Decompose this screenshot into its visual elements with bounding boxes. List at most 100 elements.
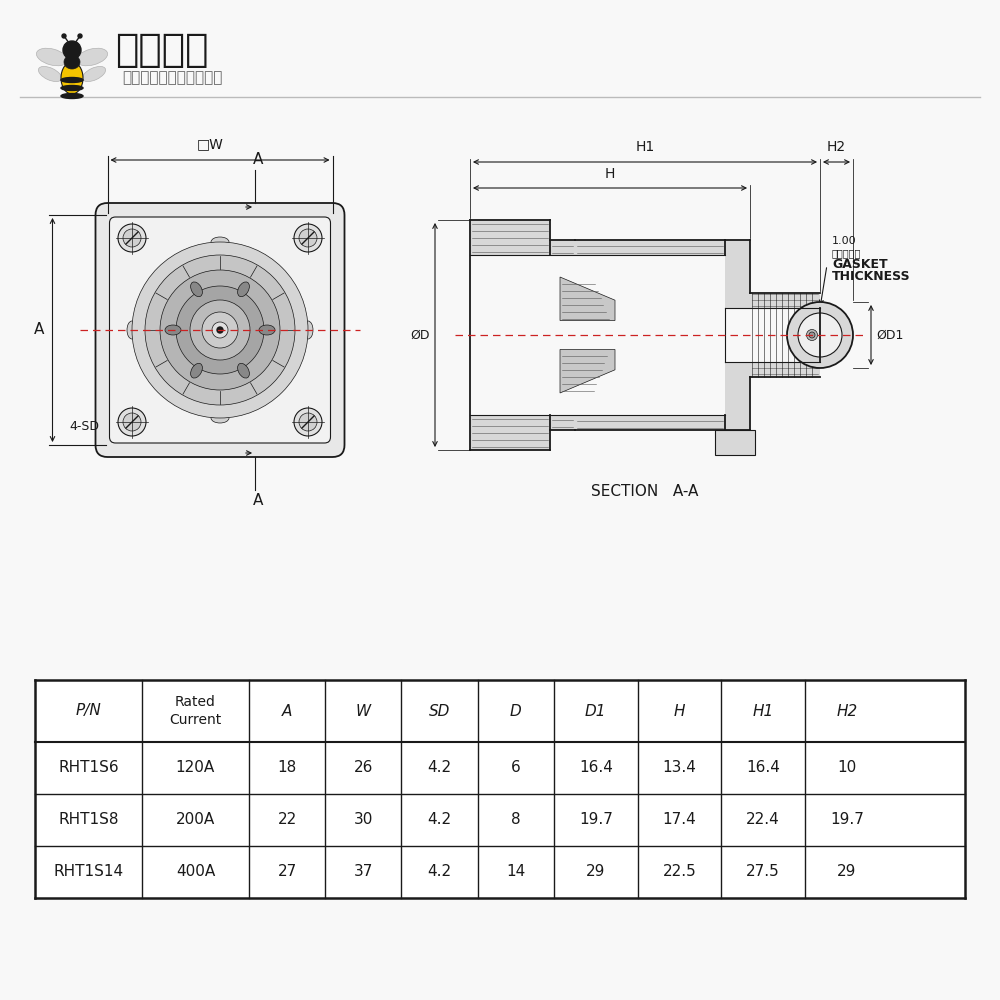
Circle shape xyxy=(798,313,842,357)
Text: 16.4: 16.4 xyxy=(579,760,613,776)
Text: 原厂直采电子连接器商城: 原厂直采电子连接器商城 xyxy=(122,70,222,86)
Ellipse shape xyxy=(211,413,229,423)
Text: 4.2: 4.2 xyxy=(427,864,452,880)
Ellipse shape xyxy=(303,321,313,339)
Text: P/N: P/N xyxy=(76,704,101,718)
Ellipse shape xyxy=(61,86,83,91)
Circle shape xyxy=(176,286,264,374)
Ellipse shape xyxy=(165,325,181,335)
Text: 19.7: 19.7 xyxy=(579,812,613,828)
Text: 26: 26 xyxy=(354,760,373,776)
Text: 27: 27 xyxy=(277,864,297,880)
Text: H: H xyxy=(674,704,685,718)
Circle shape xyxy=(212,322,228,338)
Polygon shape xyxy=(550,240,725,255)
Text: 14: 14 xyxy=(506,864,525,880)
Circle shape xyxy=(145,255,295,405)
Text: 13.4: 13.4 xyxy=(663,760,696,776)
FancyBboxPatch shape xyxy=(96,203,344,457)
Circle shape xyxy=(118,408,146,436)
Text: 400A: 400A xyxy=(176,864,215,880)
Polygon shape xyxy=(470,220,550,255)
Polygon shape xyxy=(560,350,615,393)
Polygon shape xyxy=(550,415,725,430)
Text: 17.4: 17.4 xyxy=(663,812,696,828)
Text: SECTION   A-A: SECTION A-A xyxy=(591,485,699,499)
Text: THICKNESS: THICKNESS xyxy=(832,270,911,284)
Text: 8: 8 xyxy=(511,812,521,828)
Circle shape xyxy=(217,327,223,333)
Text: ØD: ØD xyxy=(411,328,430,342)
Circle shape xyxy=(294,224,322,252)
Text: RHT1S8: RHT1S8 xyxy=(58,812,119,828)
Text: 22.4: 22.4 xyxy=(746,812,780,828)
Circle shape xyxy=(787,302,853,368)
Circle shape xyxy=(294,408,322,436)
Text: 4.2: 4.2 xyxy=(427,812,452,828)
Text: 37: 37 xyxy=(354,864,373,880)
Text: 4-SD: 4-SD xyxy=(70,420,100,434)
Ellipse shape xyxy=(61,94,83,99)
Text: 电蜂优选: 电蜂优选 xyxy=(115,31,208,69)
Text: 1.00: 1.00 xyxy=(832,236,857,246)
Circle shape xyxy=(806,330,818,340)
Ellipse shape xyxy=(82,66,106,82)
Text: 密封层厚度: 密封层厚度 xyxy=(832,248,861,258)
Polygon shape xyxy=(470,415,550,450)
Text: 200A: 200A xyxy=(176,812,215,828)
Bar xyxy=(575,240,725,255)
Text: 120A: 120A xyxy=(176,760,215,776)
Text: 16.4: 16.4 xyxy=(746,760,780,776)
Ellipse shape xyxy=(127,321,137,339)
Circle shape xyxy=(809,332,815,338)
Circle shape xyxy=(299,229,317,247)
Text: D: D xyxy=(510,704,522,718)
Ellipse shape xyxy=(76,48,108,66)
Text: 22.5: 22.5 xyxy=(663,864,696,880)
Text: 22: 22 xyxy=(277,812,297,828)
Text: 29: 29 xyxy=(837,864,857,880)
Circle shape xyxy=(132,242,308,418)
Polygon shape xyxy=(725,240,820,308)
Ellipse shape xyxy=(61,78,83,83)
Text: RHT1S6: RHT1S6 xyxy=(58,760,119,776)
Circle shape xyxy=(190,300,250,360)
Text: 4.2: 4.2 xyxy=(427,760,452,776)
Text: D1: D1 xyxy=(585,704,607,718)
Circle shape xyxy=(63,41,81,59)
Circle shape xyxy=(78,34,82,38)
Ellipse shape xyxy=(64,55,80,69)
Ellipse shape xyxy=(36,48,68,66)
Text: Rated: Rated xyxy=(175,695,216,709)
Text: 6: 6 xyxy=(511,760,521,776)
Text: SD: SD xyxy=(429,704,450,718)
Text: 10: 10 xyxy=(837,760,857,776)
Text: 19.7: 19.7 xyxy=(830,812,864,828)
Circle shape xyxy=(123,229,141,247)
Text: RHT1S14: RHT1S14 xyxy=(53,864,124,880)
Circle shape xyxy=(160,270,280,390)
Bar xyxy=(35,680,965,898)
Text: H2: H2 xyxy=(836,704,858,718)
Circle shape xyxy=(62,34,66,38)
Text: H1: H1 xyxy=(753,704,774,718)
Text: 27.5: 27.5 xyxy=(746,864,780,880)
Text: Current: Current xyxy=(169,713,222,727)
Circle shape xyxy=(123,413,141,431)
Polygon shape xyxy=(725,362,820,430)
Circle shape xyxy=(202,312,238,348)
FancyBboxPatch shape xyxy=(110,217,330,443)
Bar xyxy=(715,430,755,455)
Text: H1: H1 xyxy=(635,140,655,154)
Text: A: A xyxy=(253,493,263,508)
Text: A: A xyxy=(253,152,263,167)
Ellipse shape xyxy=(211,237,229,247)
Ellipse shape xyxy=(259,325,275,335)
Bar xyxy=(575,415,725,430)
Ellipse shape xyxy=(238,282,249,297)
Text: H2: H2 xyxy=(827,140,846,154)
Ellipse shape xyxy=(38,66,62,82)
Text: 29: 29 xyxy=(586,864,605,880)
Text: □W: □W xyxy=(197,137,223,151)
Text: GASKET: GASKET xyxy=(832,258,888,271)
